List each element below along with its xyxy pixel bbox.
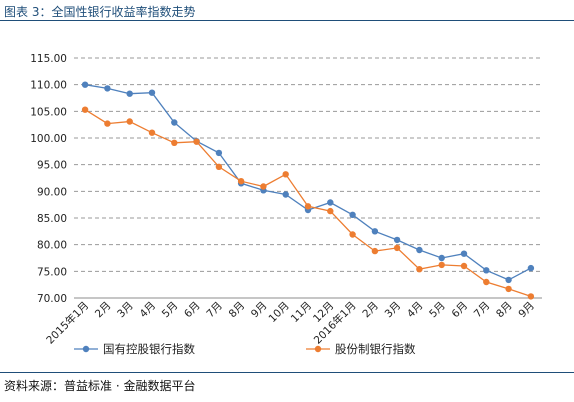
y-tick-label: 95.00 [37, 160, 67, 172]
data-point [304, 203, 312, 210]
data-point [237, 178, 245, 185]
x-tick-label: 8月 [227, 300, 248, 321]
legend-label: 股份制银行指数 [335, 342, 416, 356]
legend-label: 国有控股银行指数 [103, 342, 195, 356]
data-point [505, 276, 512, 284]
data-point [527, 293, 535, 300]
data-point [527, 264, 535, 272]
x-tick-label: 10月 [266, 300, 291, 325]
x-tick-label: 2月 [93, 300, 114, 321]
legend-swatch-marker [314, 345, 322, 353]
data-point [81, 81, 89, 88]
legend-swatch-marker [82, 345, 90, 353]
data-point [349, 231, 356, 238]
data-point [126, 90, 133, 97]
data-point [438, 261, 445, 269]
x-tick-label: 9月 [516, 300, 537, 321]
data-point [148, 129, 156, 136]
title-divider [0, 20, 574, 21]
y-tick-label: 80.00 [37, 240, 67, 252]
data-point [371, 247, 379, 255]
data-point [393, 236, 401, 244]
y-tick-label: 75.00 [37, 266, 67, 278]
data-point [460, 250, 468, 257]
source-note: 资料来源：普益标准 · 金融数据平台 [4, 379, 196, 393]
x-tick-label: 7月 [472, 300, 493, 321]
data-point [260, 183, 267, 190]
data-point [483, 278, 490, 286]
y-tick-label: 85.00 [37, 213, 67, 225]
data-point [460, 262, 468, 270]
legend-item: 股份制银行指数 [306, 342, 416, 356]
data-point [148, 89, 156, 96]
line-chart: 115.00 110.00 105.00 100.00 95.00 90.00 85.00 8… [30, 53, 542, 356]
x-tick-label: 6月 [182, 300, 203, 321]
figure-title: 图表 3：全国性银行收益率指数走势 [4, 5, 196, 19]
data-point [104, 120, 111, 127]
data-point [438, 254, 445, 262]
legend-item: 国有控股银行指数 [74, 342, 195, 356]
x-tick-label: 4月 [137, 300, 158, 321]
data-point [171, 139, 178, 146]
data-point [171, 119, 178, 126]
x-tick-label: 2月 [360, 300, 381, 321]
x-tick-label: 5月 [160, 300, 181, 321]
x-tick-label: 5月 [427, 300, 448, 321]
x-tick-label: 8月 [494, 300, 515, 321]
y-tick-label: 100.00 [30, 133, 67, 145]
x-tick-label: 3月 [383, 300, 404, 321]
data-point [371, 228, 379, 235]
source-divider [0, 372, 574, 373]
x-tick-label: 6月 [449, 300, 470, 321]
data-point [416, 246, 423, 254]
data-point [282, 191, 289, 198]
data-point [349, 211, 356, 218]
series-lines [81, 81, 535, 300]
y-tick-label: 105.00 [30, 106, 67, 118]
series-1 [81, 81, 535, 284]
data-point [81, 106, 89, 113]
y-tick-label: 90.00 [37, 186, 67, 198]
x-tick-label: 4月 [405, 300, 426, 321]
data-point [282, 171, 289, 178]
data-point [483, 267, 490, 274]
data-point [126, 118, 133, 125]
data-point [215, 163, 223, 170]
series-2 [81, 106, 535, 300]
x-tick-label: 3月 [115, 300, 136, 321]
y-tick-label: 110.00 [30, 80, 67, 92]
data-point [215, 149, 223, 157]
x-tick-label: 11月 [289, 300, 314, 325]
y-tick-label: 70.00 [37, 293, 67, 305]
gridlines [74, 57, 542, 299]
data-point [327, 207, 334, 215]
data-point [393, 244, 401, 252]
legend: 国有控股银行指数 股份制银行指数 [74, 342, 416, 356]
x-tick-label: 2015年1月 [44, 299, 92, 347]
y-axis-ticks: 115.00 110.00 105.00 100.00 95.00 90.00 85.00 8… [30, 53, 67, 305]
x-tick-label: 7月 [204, 300, 225, 321]
data-point [193, 138, 200, 145]
data-point [505, 285, 512, 293]
data-point [327, 199, 334, 206]
data-point [104, 85, 111, 92]
y-tick-label: 115.00 [30, 53, 67, 65]
data-point [416, 266, 423, 273]
